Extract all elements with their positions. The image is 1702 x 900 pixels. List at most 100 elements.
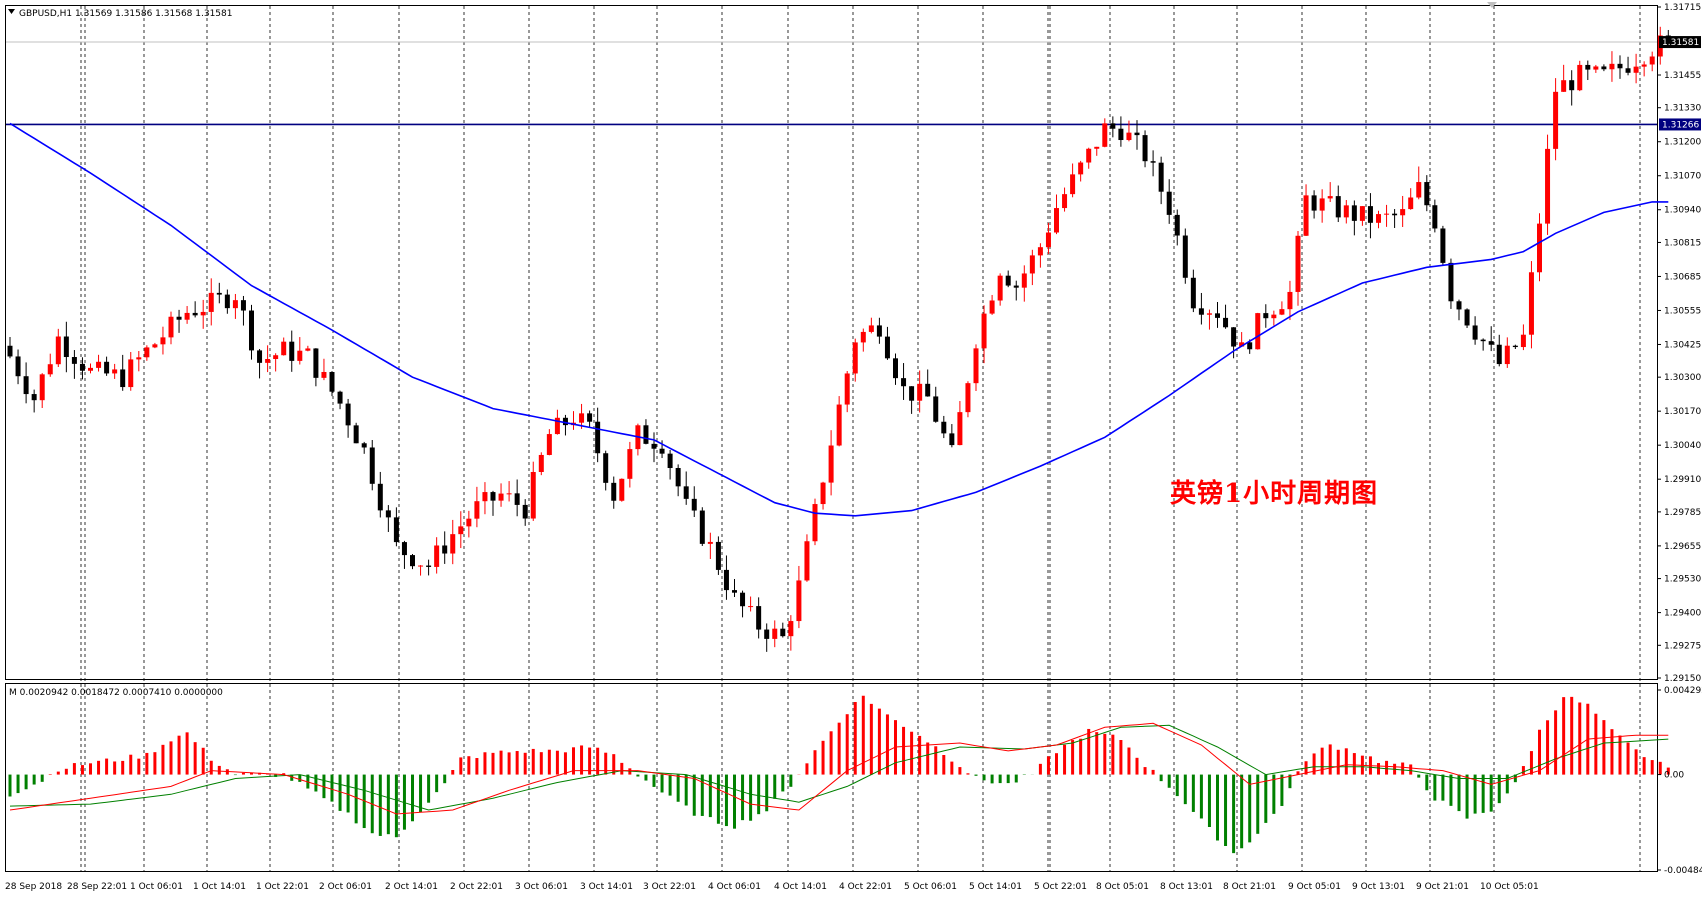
price-tick-label: 1.29150	[1664, 674, 1701, 684]
candle-body	[434, 545, 440, 567]
candle-body	[619, 478, 625, 501]
candle-body	[1359, 206, 1365, 221]
time-tick-label: 3 Oct 06:01	[515, 882, 568, 892]
time-gridlines	[80, 6, 1641, 871]
candle-body	[1005, 275, 1011, 286]
candle-body	[1488, 341, 1494, 345]
time-tick-label: 5 Oct 14:01	[969, 882, 1022, 892]
candle-body	[1440, 228, 1446, 263]
candle-body	[418, 565, 424, 567]
candle-body	[168, 316, 174, 338]
macd-header: M 0.0020942 0.0018472 0.0007410 0.000000…	[9, 688, 223, 698]
candle-body	[530, 471, 536, 519]
candle-body	[1198, 308, 1204, 315]
price-tick-label: 1.29530	[1664, 575, 1701, 585]
time-tick-label: 4 Oct 06:01	[708, 882, 761, 892]
candle-body	[1134, 132, 1140, 136]
macd-indicator	[8, 695, 1670, 854]
candle-body	[1239, 342, 1245, 347]
candle-body	[667, 453, 673, 469]
candle-body	[1271, 314, 1277, 319]
time-tick-label: 8 Oct 05:01	[1096, 882, 1149, 892]
collapse-triangle-icon[interactable]	[8, 9, 15, 14]
candle-body	[1037, 247, 1043, 256]
candle-body	[909, 386, 915, 401]
candle-body	[474, 501, 480, 519]
candle-body	[377, 483, 383, 511]
candle-body	[1086, 148, 1092, 163]
candle-body	[538, 454, 544, 472]
candle-body	[788, 621, 794, 637]
candle-body	[1392, 213, 1398, 216]
candle-body	[1303, 195, 1309, 236]
price-tick-label: 1.31200	[1664, 138, 1701, 148]
price-tick-label: 1.31070	[1664, 172, 1701, 182]
candle-body	[1472, 325, 1478, 340]
time-tick-label: 4 Oct 22:01	[839, 882, 892, 892]
candle-body	[868, 325, 874, 332]
candle-body	[1110, 123, 1116, 129]
candle-body	[1166, 191, 1172, 215]
candle-body	[764, 629, 770, 639]
candle-body	[723, 569, 729, 591]
candle-body	[732, 590, 737, 593]
candle-body	[546, 434, 552, 455]
candle-body	[1174, 214, 1180, 236]
candle-body	[297, 350, 303, 361]
candle-body	[393, 517, 399, 543]
macd-tick-label: 0.004292	[1664, 686, 1702, 696]
candle-body	[1456, 301, 1462, 310]
price-tick-label: 1.31715	[1664, 3, 1701, 13]
candle-body	[1118, 128, 1124, 141]
time-tick-label: 28 Sep 22:01	[67, 882, 127, 892]
candle-body	[1255, 313, 1261, 350]
price-tick-label: 1.31330	[1664, 104, 1701, 114]
candle-body	[1416, 182, 1422, 198]
candle-body	[1094, 146, 1100, 149]
time-tick-label: 1 Oct 06:01	[130, 882, 183, 892]
candle-body	[611, 482, 617, 501]
scroll-marker-icon[interactable]	[1487, 2, 1497, 8]
candle-body	[208, 292, 214, 312]
time-tick-label: 3 Oct 22:01	[643, 882, 696, 892]
candle-body	[957, 412, 963, 446]
candle-body	[893, 358, 898, 379]
candle-body	[1013, 285, 1019, 288]
candle-body	[88, 367, 93, 371]
candle-body	[949, 433, 955, 446]
candle-body	[1577, 64, 1583, 91]
candle-body	[1569, 80, 1575, 91]
candle-body	[490, 492, 496, 501]
candle-body	[1424, 182, 1430, 206]
candle-body	[361, 443, 367, 448]
candle-body	[216, 292, 222, 295]
candle-body	[458, 526, 464, 535]
candle-body	[281, 341, 287, 356]
candle-body	[836, 404, 842, 446]
candle-body	[603, 453, 609, 483]
price-tick-label: 1.29400	[1664, 609, 1701, 619]
moving-average-line	[9, 122, 1669, 517]
candle-body	[675, 468, 681, 487]
candle-body	[240, 300, 246, 311]
candle-body	[852, 342, 858, 374]
candle-body	[1609, 63, 1615, 70]
candle-body	[15, 356, 21, 377]
candle-body	[1520, 334, 1526, 348]
candle-body	[1102, 123, 1108, 147]
candle-body	[707, 541, 713, 544]
candle-body	[981, 313, 987, 349]
candle-body	[1247, 342, 1253, 350]
hline-price-label: 1.31266	[1662, 120, 1699, 130]
candle-body	[450, 534, 456, 554]
candle-body	[1601, 66, 1607, 70]
candle-body	[1649, 56, 1655, 65]
price-tick-label: 1.30425	[1664, 340, 1701, 350]
candle-body	[1625, 68, 1631, 73]
time-tick-label: 8 Oct 21:01	[1223, 882, 1276, 892]
price-tick-label: 1.30170	[1664, 407, 1701, 417]
candle-body	[1617, 63, 1623, 69]
candle-body	[1078, 162, 1084, 175]
candle-body	[1351, 205, 1357, 221]
